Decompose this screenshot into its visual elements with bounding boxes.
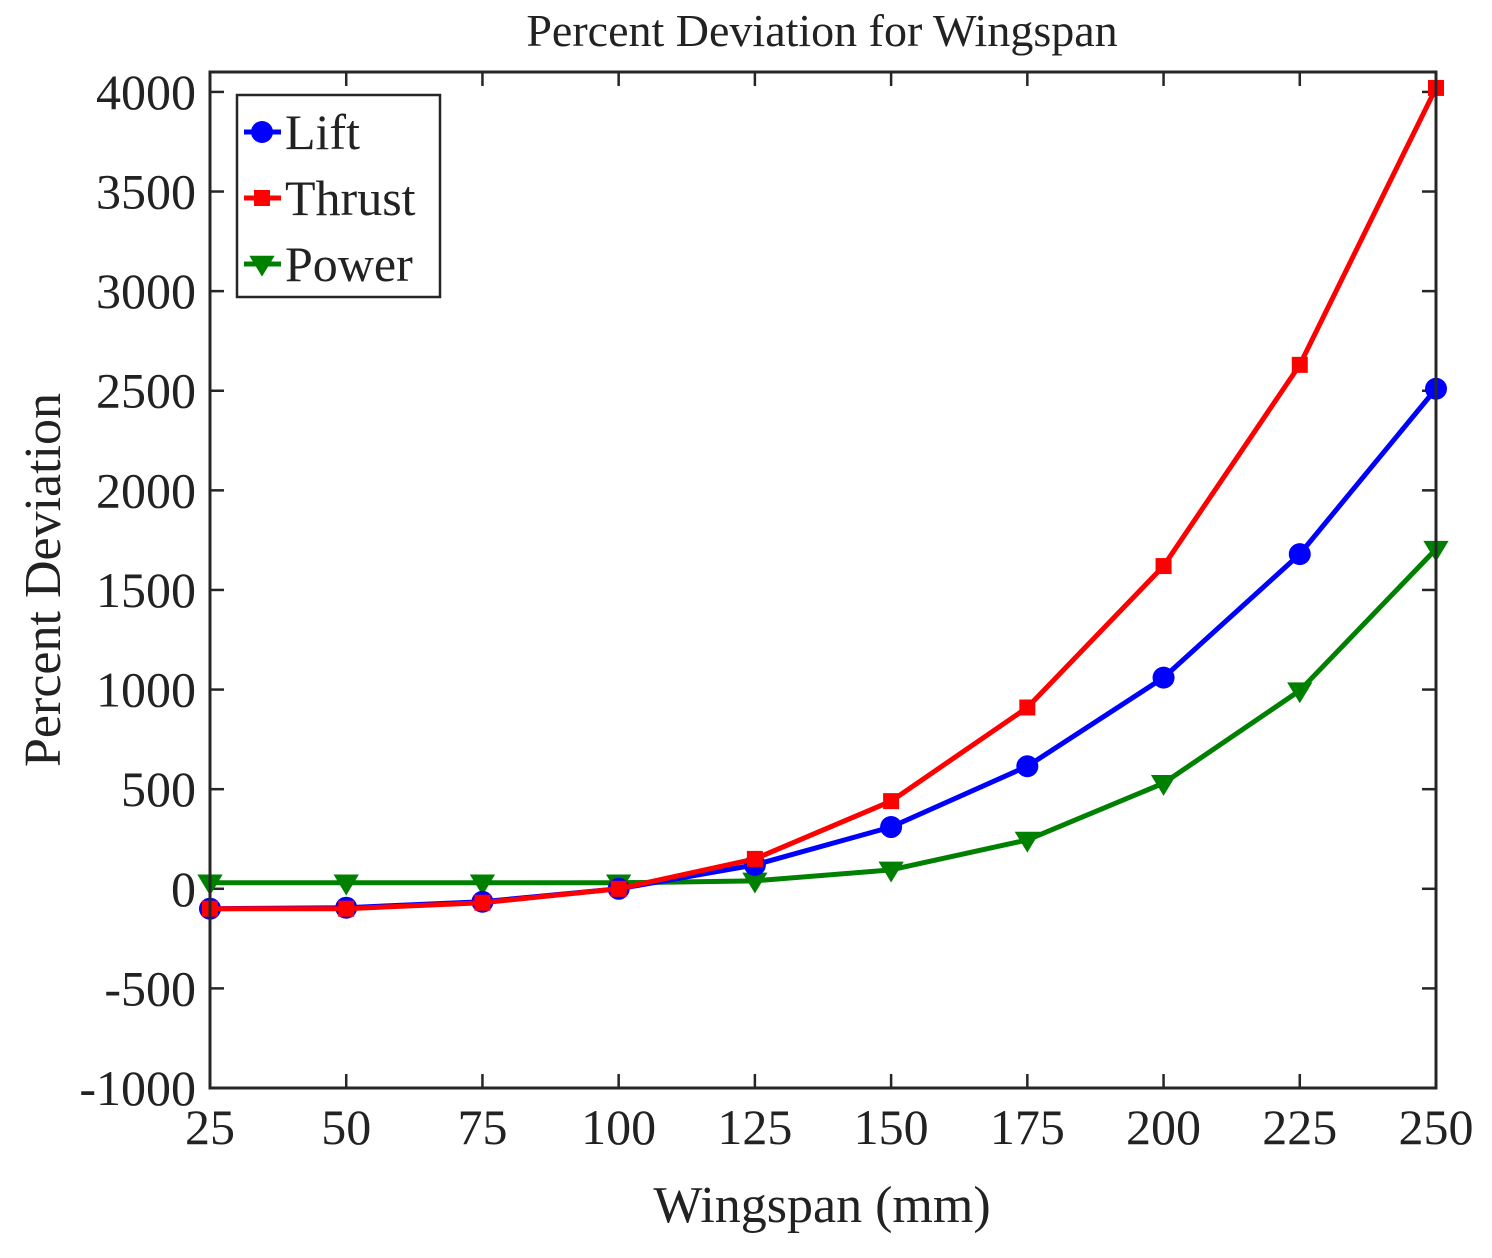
legend-marker-lift bbox=[251, 121, 273, 143]
lift-point bbox=[880, 816, 903, 839]
series-lift bbox=[199, 377, 1447, 920]
plot-area-frame bbox=[208, 70, 1438, 1090]
thrust-point bbox=[1291, 356, 1308, 373]
legend-item-lift: Lift bbox=[244, 104, 360, 160]
series-line-power bbox=[210, 547, 1438, 886]
thrust-point bbox=[610, 880, 627, 897]
x-tick-label: 150 bbox=[854, 1099, 929, 1155]
power-point bbox=[878, 861, 904, 883]
y-tick-label: 0 bbox=[171, 861, 196, 917]
y-tick-label: 3000 bbox=[96, 263, 196, 319]
legend-item-power: Power bbox=[244, 236, 413, 292]
y-tick-label: 2000 bbox=[96, 462, 196, 518]
x-axis-title: Wingspan (mm) bbox=[653, 1177, 990, 1234]
x-tick-label: 50 bbox=[321, 1099, 371, 1155]
power-point bbox=[333, 874, 359, 896]
x-tick-label: 225 bbox=[1262, 1099, 1337, 1155]
x-tick-label: 175 bbox=[990, 1099, 1065, 1155]
power-point bbox=[1287, 682, 1313, 704]
lift-point bbox=[1152, 666, 1175, 689]
y-tick-label: 4000 bbox=[96, 64, 196, 120]
y-tick-label: 1500 bbox=[96, 562, 196, 618]
x-tick-label: 250 bbox=[1399, 1099, 1474, 1155]
x-tick-label: 25 bbox=[185, 1099, 235, 1155]
y-tick-label: 3500 bbox=[96, 164, 196, 220]
legend-label-power: Power bbox=[285, 236, 413, 292]
legend: Lift Thrust Power bbox=[235, 93, 442, 299]
legend-marker-power bbox=[249, 255, 275, 277]
y-tick-label: -500 bbox=[104, 960, 196, 1016]
x-tick-label: 125 bbox=[717, 1099, 792, 1155]
chart-title: Percent Deviation for Wingspan bbox=[526, 5, 1117, 56]
x-tick-label: 100 bbox=[581, 1099, 656, 1155]
power-point bbox=[469, 874, 496, 896]
thrust-point bbox=[883, 793, 900, 810]
legend-label-thrust: Thrust bbox=[285, 170, 416, 226]
legend-marker-thrust bbox=[254, 190, 270, 206]
thrust-point bbox=[474, 894, 491, 911]
legend-label-lift: Lift bbox=[285, 104, 360, 160]
y-tick-label: 1000 bbox=[96, 662, 196, 718]
thrust-point bbox=[338, 900, 355, 917]
y-tick-label: 2500 bbox=[96, 363, 196, 419]
x-tick-label: 75 bbox=[457, 1099, 507, 1155]
power-point bbox=[1150, 774, 1177, 796]
y-tick-label: -1000 bbox=[79, 1060, 196, 1116]
legend-item-thrust: Thrust bbox=[244, 170, 416, 226]
lift-point bbox=[1288, 543, 1311, 566]
thrust-point bbox=[1019, 699, 1036, 716]
axis-ticks: 25 50 75 100 125 150 175 200 225 250 -1000 -500 0 500… bbox=[79, 64, 1473, 1155]
power-point bbox=[742, 872, 768, 894]
lift-point bbox=[1016, 755, 1039, 778]
series-thrust bbox=[202, 79, 1444, 917]
thrust-point bbox=[1155, 558, 1172, 575]
y-axis-title: Percent Deviation bbox=[15, 393, 72, 767]
y-tick-label: 500 bbox=[121, 761, 196, 817]
series-power bbox=[197, 540, 1449, 896]
thrust-point bbox=[746, 850, 763, 867]
series-line-thrust bbox=[210, 86, 1439, 912]
x-tick-label: 200 bbox=[1126, 1099, 1201, 1155]
series-layer bbox=[197, 79, 1449, 920]
power-point bbox=[1014, 831, 1040, 853]
